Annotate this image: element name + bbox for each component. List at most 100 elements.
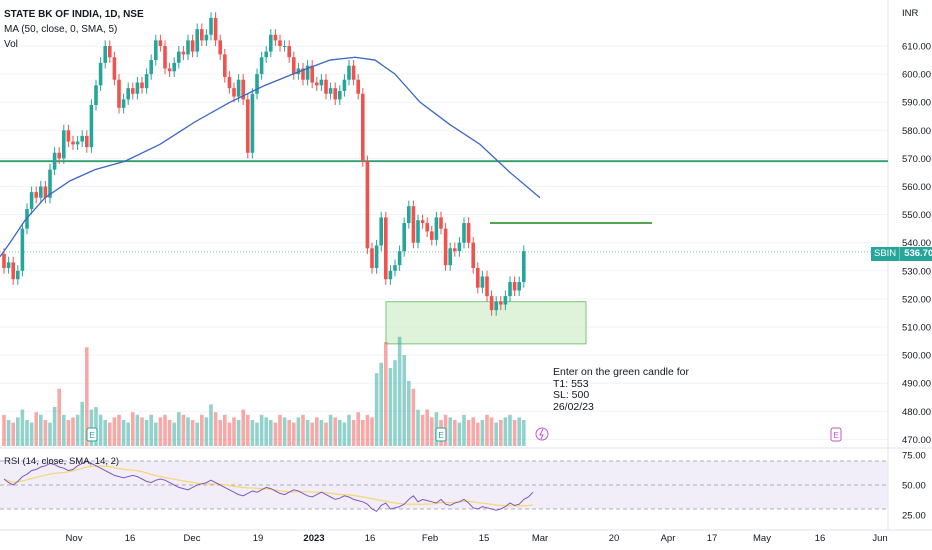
- volume-bar: [310, 422, 314, 446]
- volume-bar: [430, 417, 434, 446]
- volume-bar: [466, 420, 471, 446]
- candle-body: [255, 74, 259, 94]
- volume-bar: [241, 409, 245, 446]
- volume-bar: [6, 420, 11, 446]
- candle-body: [218, 40, 222, 55]
- volume-bar: [131, 412, 135, 446]
- volume-bar: [480, 420, 485, 446]
- price-tick-label: 590.00: [902, 98, 931, 109]
- candle-body: [466, 223, 471, 243]
- candle-body: [66, 130, 71, 142]
- candle-body: [16, 270, 20, 280]
- volume-bar: [462, 414, 466, 446]
- candle-body: [434, 217, 439, 240]
- volume-bar: [48, 422, 52, 446]
- volume-bar: [328, 414, 333, 446]
- volume-bar: [223, 414, 227, 446]
- volume-bar: [135, 414, 140, 446]
- candle-body: [448, 248, 452, 266]
- volume-bar: [158, 417, 163, 446]
- time-tick-label: Dec: [184, 533, 201, 544]
- candle-body: [439, 217, 443, 229]
- volume-bar: [218, 420, 222, 446]
- candle-body: [361, 93, 365, 162]
- volume-bar: [195, 422, 199, 446]
- volume-bar: [407, 381, 411, 446]
- volume-bar: [494, 422, 498, 446]
- volume-bar: [117, 414, 121, 446]
- candle-body: [259, 57, 264, 75]
- volume-bar: [204, 417, 209, 446]
- volume-bar: [485, 414, 489, 446]
- candle-body: [370, 248, 374, 268]
- price-tick-label: 490.00: [902, 379, 931, 390]
- volume-bar: [370, 417, 374, 446]
- candle-body: [351, 65, 356, 80]
- volume-bar: [259, 414, 264, 446]
- price-tick-label: 570.00: [902, 154, 931, 165]
- note-line-3: SL: 500: [553, 389, 590, 401]
- volume-bar: [365, 414, 370, 446]
- volume-bar: [94, 407, 98, 446]
- price-tick-label: 500.00: [902, 351, 931, 362]
- volume-bar: [512, 420, 517, 446]
- candle-body: [273, 34, 278, 41]
- volume-bar: [34, 412, 38, 446]
- volume-bar: [324, 422, 328, 446]
- candle-body: [126, 88, 130, 100]
- volume-bar: [402, 355, 406, 446]
- candle-body: [195, 29, 199, 52]
- rsi-legend: RSI (14, close, SMA, 14, 2): [4, 456, 120, 467]
- volume-bar: [315, 417, 319, 446]
- volume-bar: [126, 422, 130, 446]
- volume-bar: [282, 417, 287, 446]
- volume-bar: [16, 417, 20, 446]
- volume-bar: [379, 362, 383, 446]
- candle-body: [167, 68, 172, 72]
- time-tick-label: 17: [707, 533, 718, 544]
- volume-bar: [154, 422, 158, 446]
- candle-body: [20, 228, 25, 271]
- candle-body: [158, 40, 163, 46]
- candle-body: [430, 231, 434, 240]
- last-price-symbol: SBIN: [871, 247, 901, 261]
- candle-body: [425, 223, 429, 232]
- time-tick-label: Feb: [422, 533, 438, 544]
- price-tick-label: 510.00: [902, 323, 931, 334]
- candle-body: [287, 46, 291, 58]
- candle-body: [494, 301, 498, 311]
- candle-body: [75, 141, 80, 145]
- rsi-tick-label: 25.00: [902, 511, 926, 522]
- chart-title: STATE BK OF INDIA, 1D, NSE: [4, 9, 144, 20]
- candle-body: [508, 282, 512, 297]
- candle-body: [181, 51, 186, 55]
- time-tick-label: 20: [609, 533, 620, 544]
- candle-body: [420, 220, 425, 224]
- candle-body: [250, 93, 255, 153]
- candle-body: [301, 68, 305, 80]
- candle-body: [57, 152, 61, 159]
- candle-body: [333, 88, 337, 100]
- volume-bar: [227, 422, 232, 446]
- volume-bar: [163, 414, 167, 446]
- volume-bar: [489, 417, 494, 446]
- candle-body: [236, 79, 241, 97]
- volume-bar: [361, 420, 365, 446]
- volume-bar: [80, 401, 84, 446]
- volume-bar: [416, 409, 420, 446]
- candle-body: [154, 40, 158, 61]
- candle-body: [517, 282, 521, 291]
- candle-body: [200, 29, 204, 41]
- candle-body: [172, 62, 176, 72]
- volume-bar: [420, 414, 425, 446]
- candle-body: [278, 40, 282, 46]
- trade-note: Enter on the green candle for T1: 553 SL…: [553, 366, 689, 413]
- candle-body: [112, 57, 117, 80]
- volume-bar: [499, 420, 503, 446]
- volume-bar: [75, 414, 80, 446]
- candle-body: [85, 135, 89, 148]
- lightning-icon: [539, 428, 544, 440]
- volume-bar: [149, 414, 153, 446]
- volume-bar: [301, 414, 305, 446]
